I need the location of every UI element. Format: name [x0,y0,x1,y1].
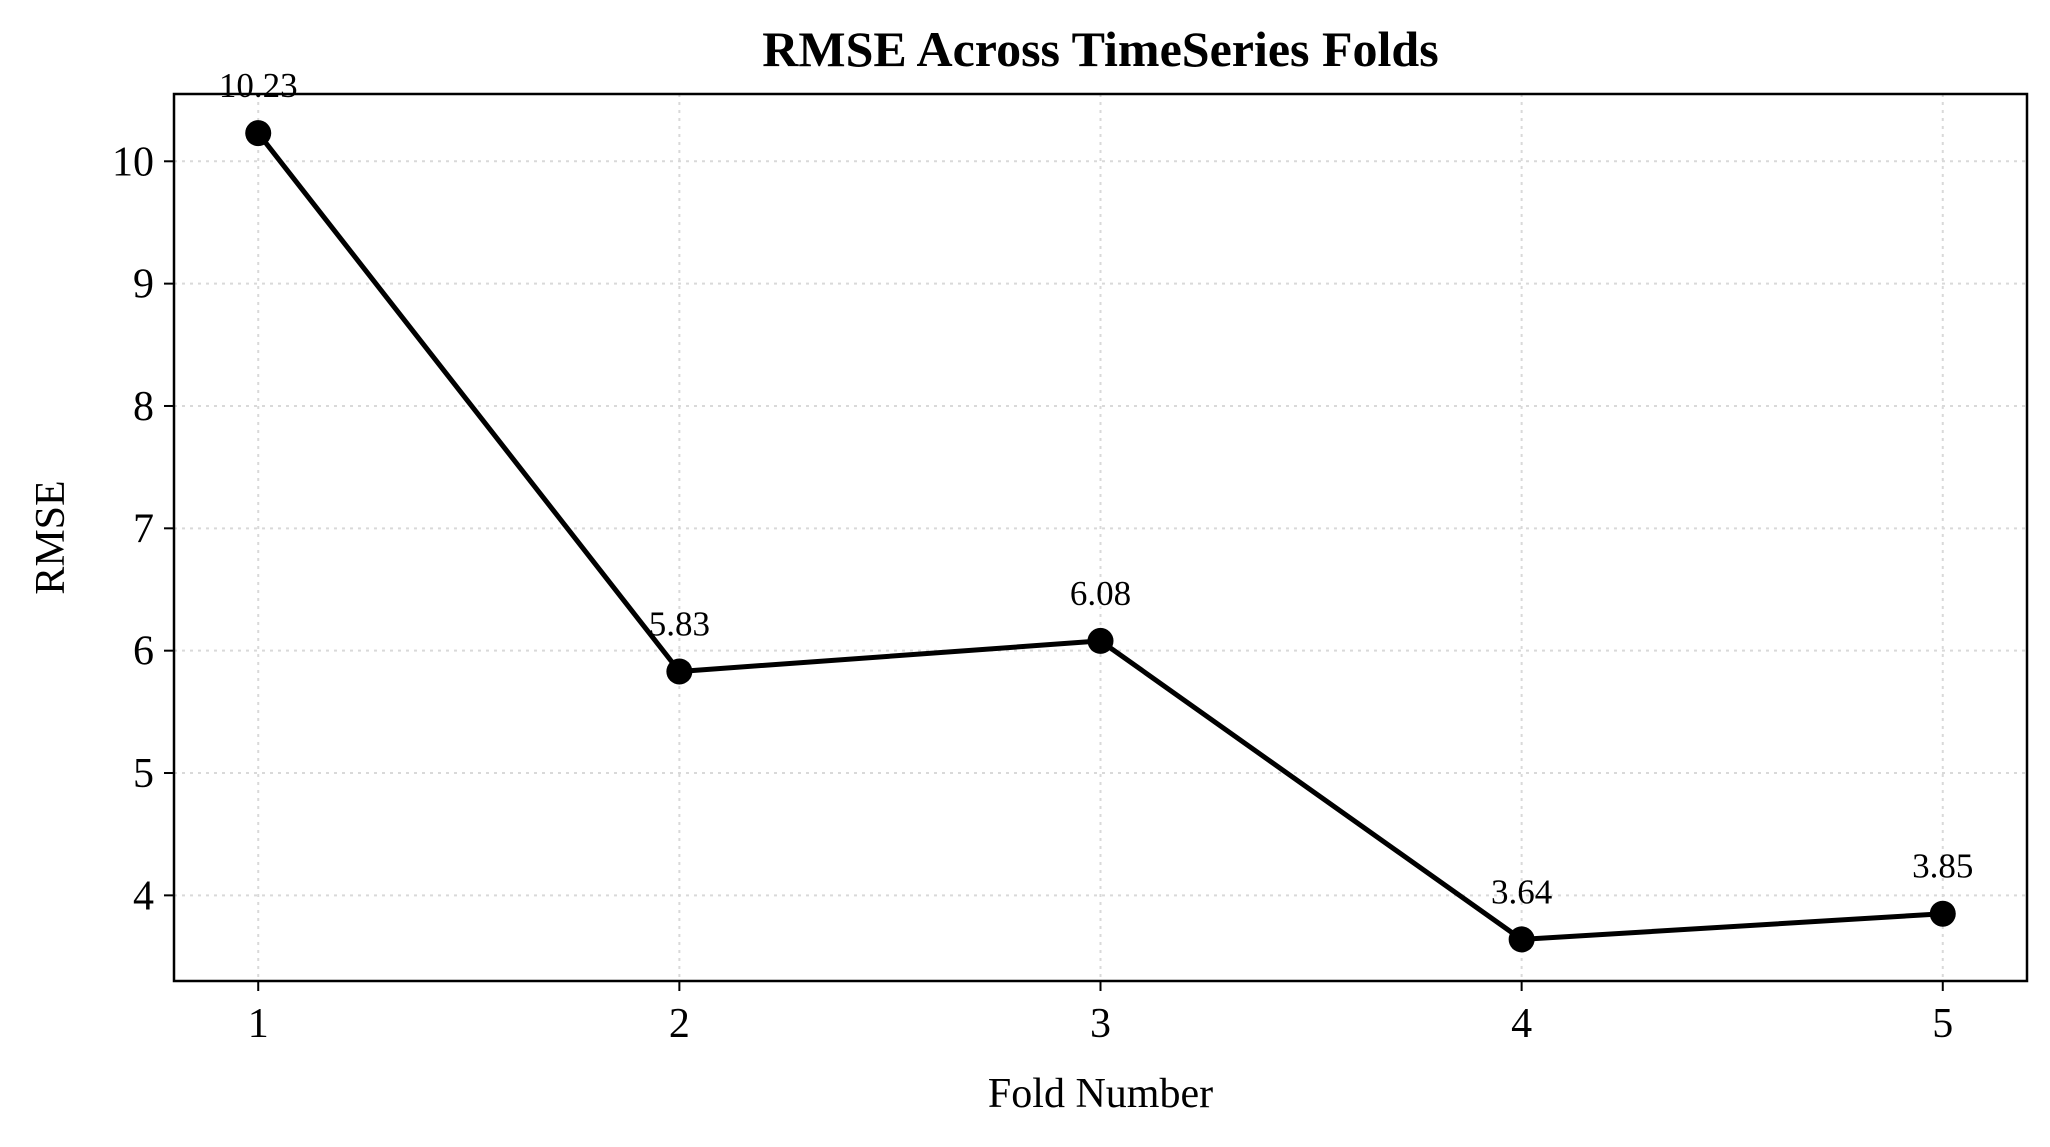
x-tick-label: 3 [1090,1001,1111,1047]
y-tick-label: 10 [112,139,154,185]
x-axis-label: Fold Number [988,1071,1213,1117]
tick-layer: 4 5 6 7 8 9 10 1 2 3 4 5 [112,139,1953,1047]
y-tick-label: 6 [133,629,154,675]
y-tick-label: 9 [133,262,154,308]
y-tick-label: 5 [133,751,154,797]
y-tick-label: 4 [133,873,154,919]
data-point [1087,627,1114,654]
data-label: 3.64 [1491,872,1552,911]
y-tick-label: 8 [133,384,154,430]
series-layer [245,120,1956,953]
chart-title: RMSE Across TimeSeries Folds [762,21,1438,77]
y-axis-label: RMSE [28,480,74,594]
data-point [1929,900,1956,927]
x-tick-label: 5 [1932,1001,1953,1047]
data-point [245,120,272,147]
data-point [666,658,693,685]
y-tick-label: 7 [133,506,154,552]
data-label: 3.85 [1912,847,1973,886]
x-tick-label: 1 [248,1001,269,1047]
data-label: 5.83 [649,604,710,643]
data-label: 10.23 [219,66,298,105]
data-point [1508,926,1535,953]
x-tick-label: 2 [669,1001,690,1047]
data-label: 6.08 [1070,574,1131,613]
x-tick-label: 4 [1511,1001,1532,1047]
data-label-layer: 10.23 5.83 6.08 3.64 3.85 [219,66,1974,911]
grid-lines [174,94,2027,981]
